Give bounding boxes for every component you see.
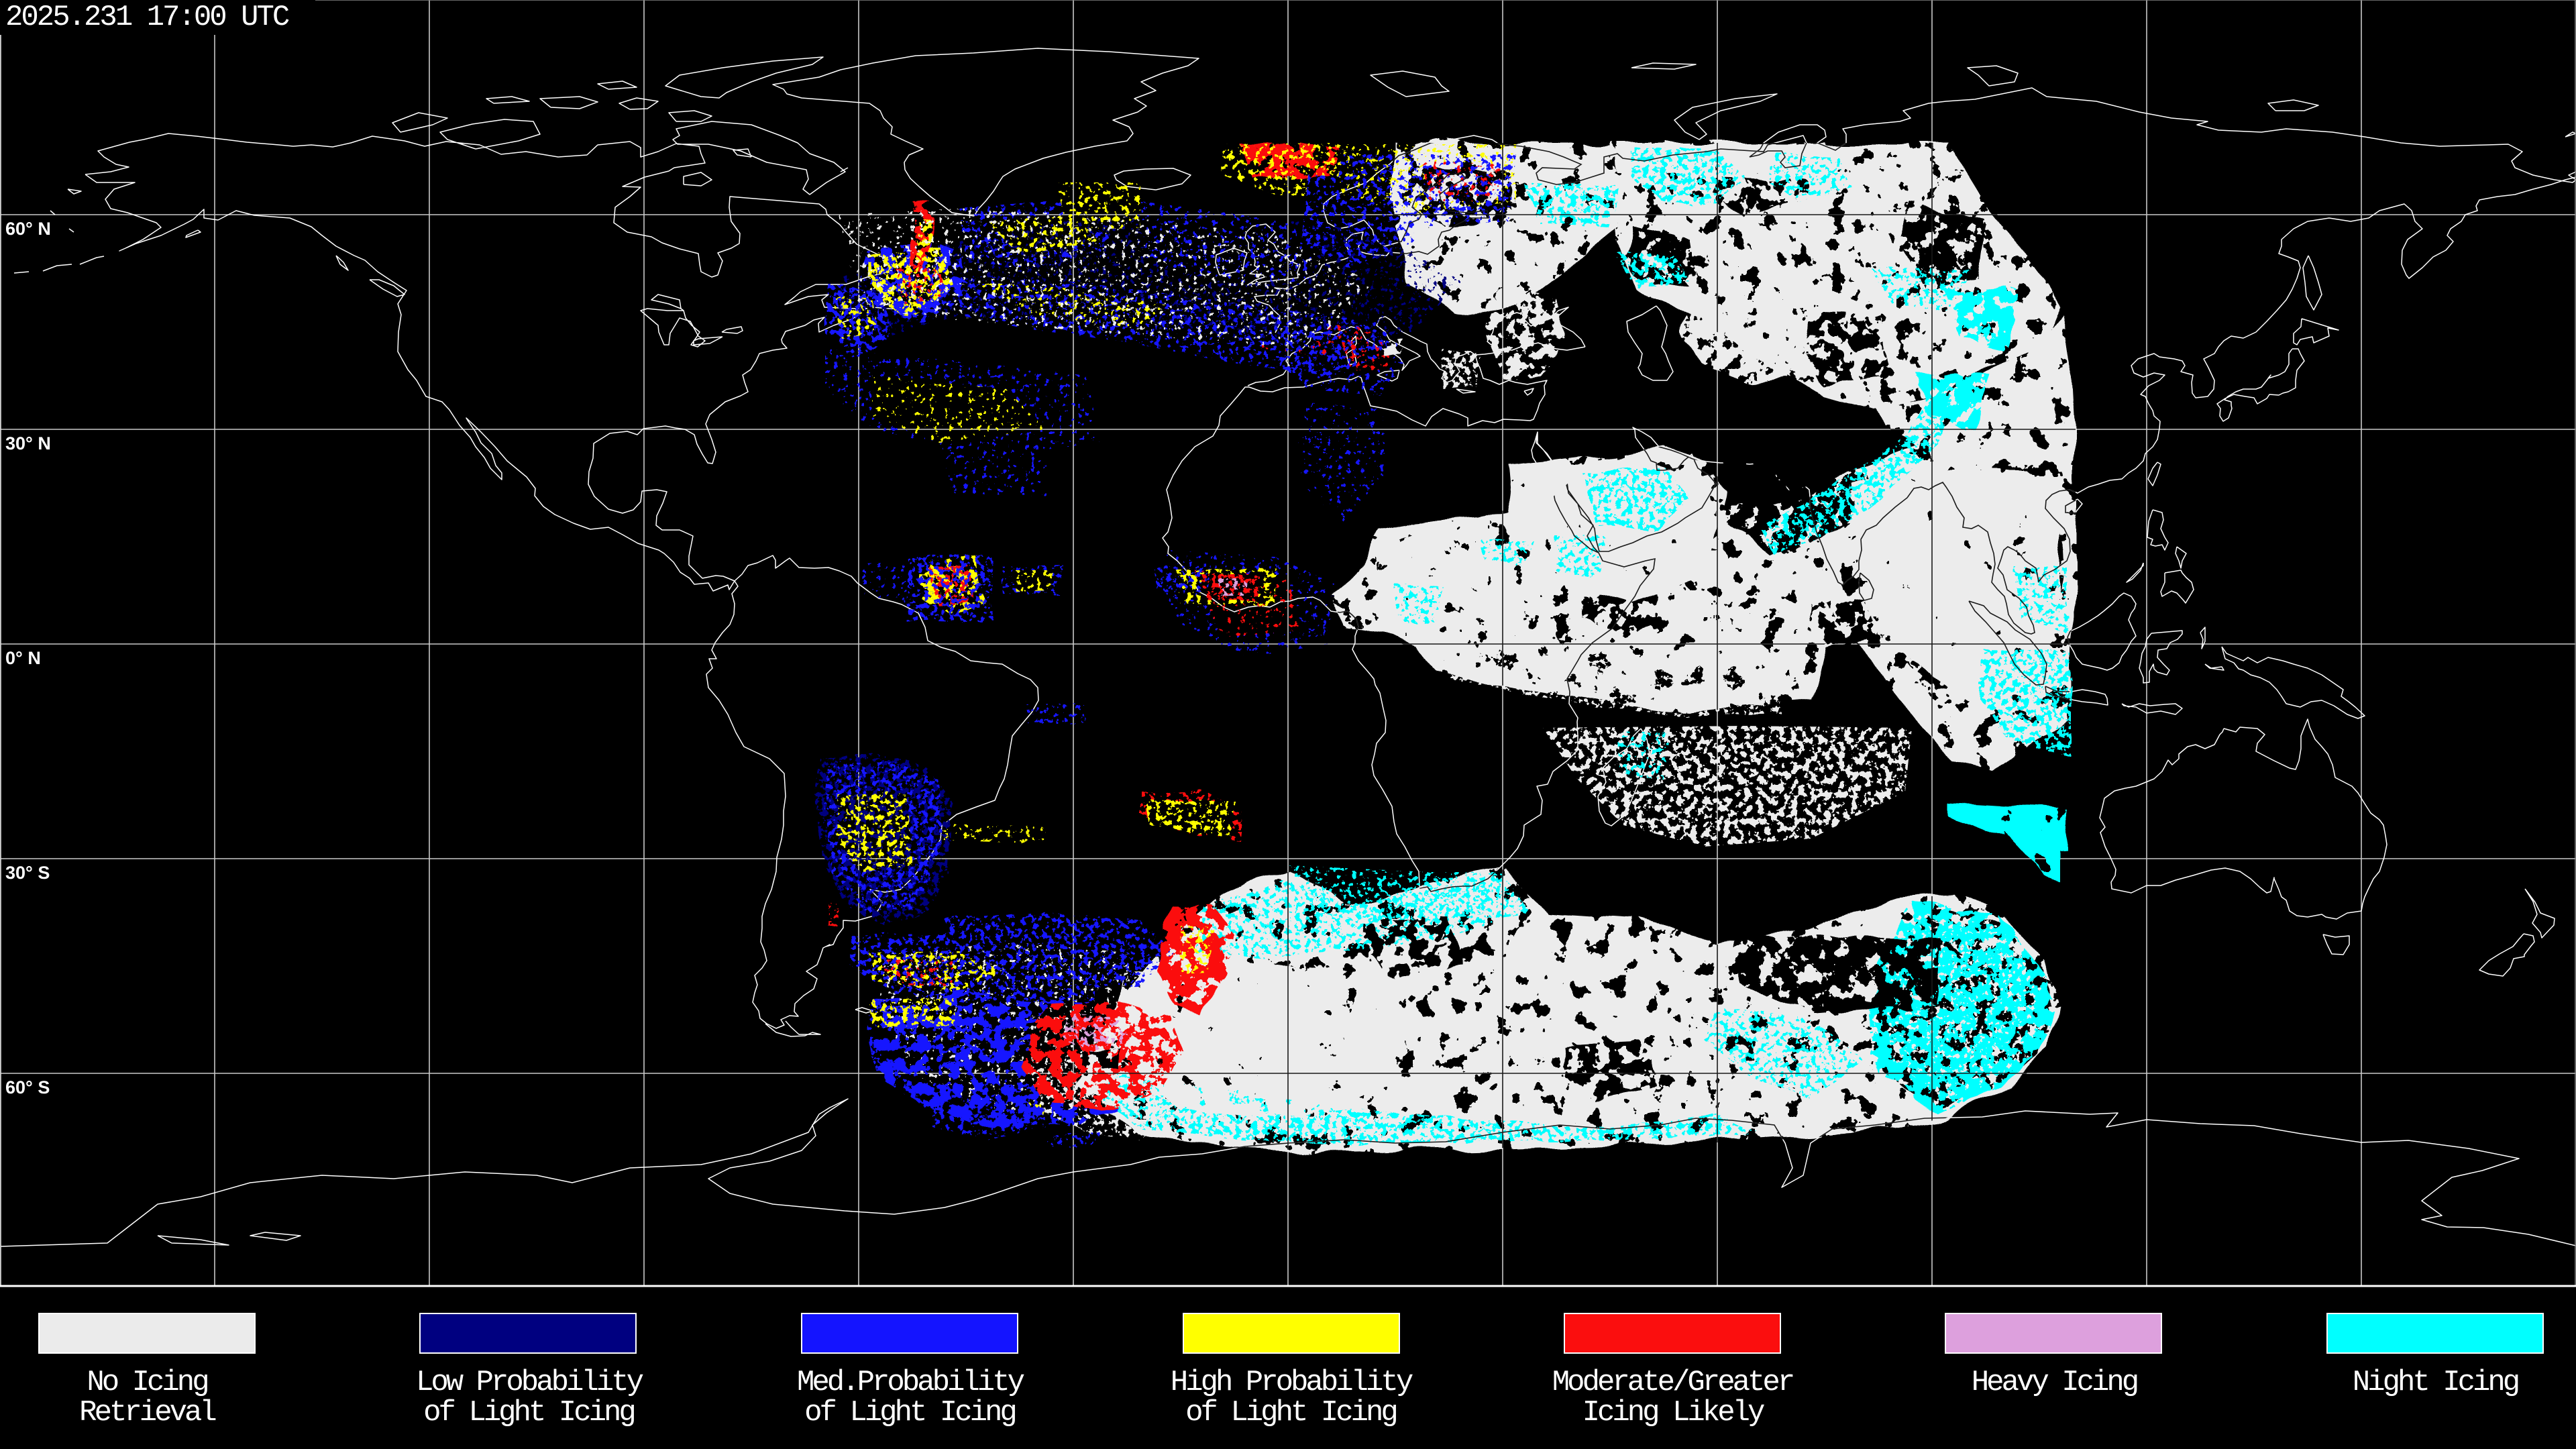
svg-text:0° N: 0° N	[5, 648, 41, 668]
svg-text:60° S: 60° S	[5, 1077, 50, 1097]
svg-text:of Light Icing: of Light Icing	[804, 1396, 1015, 1430]
svg-text:30° N: 30° N	[5, 433, 51, 453]
svg-text:Heavy Icing: Heavy Icing	[1972, 1366, 2137, 1399]
svg-text:Med.Probability: Med.Probability	[797, 1366, 1024, 1399]
svg-text:Night Icing: Night Icing	[2353, 1366, 2518, 1399]
svg-text:High Probability: High Probability	[1171, 1366, 1413, 1399]
svg-text:of Light Icing: of Light Icing	[423, 1396, 634, 1430]
svg-text:Moderate/Greater: Moderate/Greater	[1552, 1366, 1793, 1399]
svg-text:Low Probability: Low Probability	[416, 1366, 643, 1399]
svg-text:of Light Icing: of Light Icing	[1185, 1396, 1396, 1430]
svg-text:60° N: 60° N	[5, 219, 51, 239]
svg-text:Retrieval: Retrieval	[79, 1396, 215, 1430]
svg-text:No Icing: No Icing	[87, 1366, 207, 1399]
svg-text:2025.231 17:00 UTC: 2025.231 17:00 UTC	[5, 1, 289, 34]
svg-text:30° S: 30° S	[5, 863, 50, 883]
svg-text:Icing Likely: Icing Likely	[1582, 1396, 1764, 1430]
